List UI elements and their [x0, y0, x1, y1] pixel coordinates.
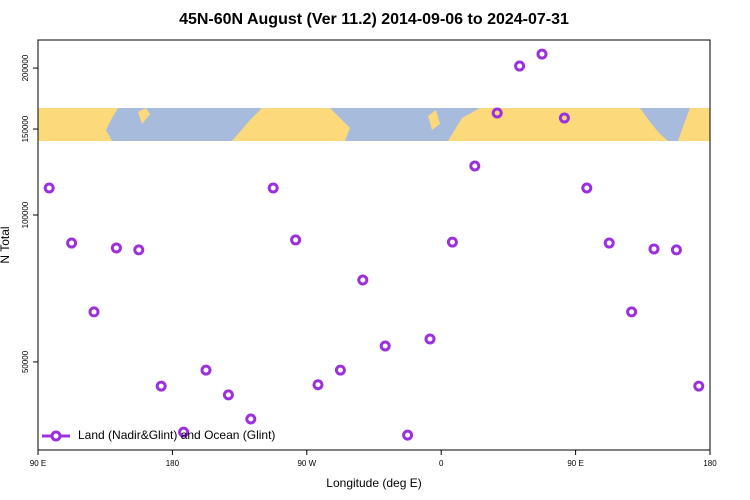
point	[245, 413, 257, 425]
point	[469, 160, 481, 172]
point	[155, 380, 167, 392]
point	[491, 107, 503, 119]
map-strip	[38, 108, 710, 141]
x-tick-label: 180	[703, 459, 717, 468]
point	[110, 242, 122, 254]
point	[357, 274, 369, 286]
y-tick-label: 200000	[21, 54, 30, 81]
point	[43, 182, 55, 194]
point	[603, 237, 615, 249]
chart-title: 45N-60N August (Ver 11.2) 2014-09-06 to …	[179, 11, 569, 28]
legend-marker	[50, 430, 62, 442]
y-axis-label: N Total	[0, 226, 12, 263]
point	[267, 182, 279, 194]
y-tick-label: 100000	[21, 201, 30, 228]
point	[446, 236, 458, 248]
plot-frame	[37, 39, 711, 451]
point	[670, 244, 682, 256]
point	[536, 48, 548, 60]
point	[222, 389, 234, 401]
point	[402, 429, 414, 441]
point	[424, 333, 436, 345]
point	[88, 306, 100, 318]
legend-label: Land (Nadir&Glint) and Ocean (Glint)	[78, 428, 275, 442]
point	[290, 234, 302, 246]
point	[626, 306, 638, 318]
x-tick-label: 90 E	[30, 459, 46, 468]
point	[178, 426, 190, 438]
point	[133, 244, 145, 256]
point	[334, 364, 346, 376]
point	[379, 340, 391, 352]
point	[200, 364, 212, 376]
point	[312, 379, 324, 391]
point	[581, 182, 593, 194]
y-tick-label: 150000	[21, 115, 30, 142]
y-tick-label: 50000	[21, 350, 30, 373]
x-tick-label: 0	[439, 459, 444, 468]
point	[514, 60, 526, 72]
point	[558, 112, 570, 124]
point	[693, 380, 705, 392]
x-tick-label: 90 E	[567, 459, 583, 468]
x-tick-label: 90 W	[297, 459, 316, 468]
point	[648, 243, 660, 255]
point	[66, 237, 78, 249]
x-tick-label: 180	[166, 459, 180, 468]
x-axis-label: Longitude (deg E)	[326, 476, 421, 490]
